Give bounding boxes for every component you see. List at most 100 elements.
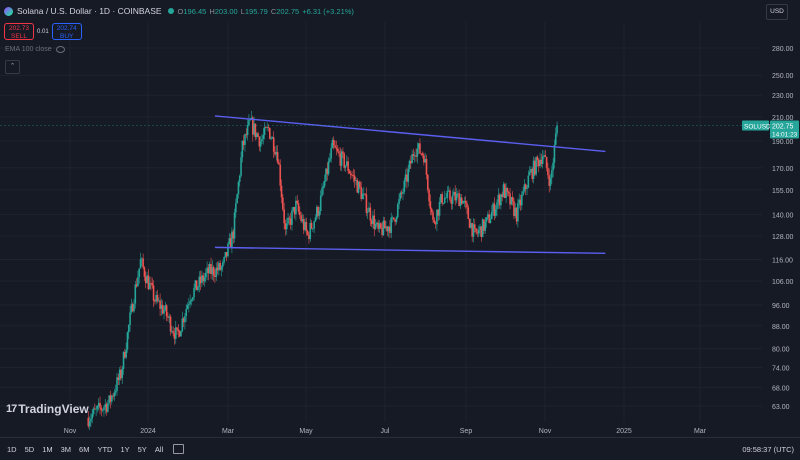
y-tick-label: 250.00: [772, 73, 794, 80]
candle-body: [376, 222, 378, 225]
candle-body: [191, 297, 194, 300]
candle-body: [505, 187, 507, 198]
candle-body: [489, 218, 492, 223]
price-tag-bg: [770, 120, 799, 139]
candle-body: [332, 140, 335, 146]
timeframe-button-1y[interactable]: 1Y: [120, 444, 130, 454]
candle-body: [274, 151, 276, 155]
candle-body: [225, 251, 228, 257]
chart-header: Solana / U.S. Dollar · 1D · COINBASE O19…: [0, 0, 357, 22]
buy-button[interactable]: 202.74 BUY: [51, 23, 82, 40]
candle-body: [122, 351, 125, 369]
indicator-label: EMA 100 close: [5, 46, 52, 53]
candle-body: [416, 148, 419, 157]
ohlc-value: 195.79: [244, 6, 268, 16]
timeframe-button-3m[interactable]: 3M: [60, 444, 72, 454]
candle-body: [176, 327, 178, 330]
grid: [0, 22, 762, 422]
timeframe-button-1m[interactable]: 1M: [42, 444, 53, 454]
currency-button[interactable]: USD: [766, 4, 788, 20]
candle-body: [467, 207, 470, 219]
candle-body: [295, 200, 297, 215]
timeframe-buttons: 1D 5D 1M 3M 6M YTD 1Y 5Y All: [7, 445, 163, 454]
candle-body: [233, 212, 236, 239]
candle-body: [258, 136, 261, 147]
candle-body: [363, 193, 365, 195]
ohlc-key: C: [270, 6, 277, 16]
candle-body: [252, 117, 254, 135]
candle-body: [429, 201, 432, 209]
candle-body: [394, 219, 396, 222]
candle-body: [396, 204, 399, 218]
candle-body: [199, 276, 202, 284]
candle-body: [528, 172, 531, 176]
x-tick-label: Jul: [381, 428, 390, 435]
candle-body: [278, 162, 280, 165]
sell-label: SELL: [11, 32, 27, 40]
candle-body: [174, 327, 177, 339]
sell-button[interactable]: 202.73 SELL: [4, 23, 34, 40]
candle-body: [480, 226, 483, 238]
candle-body: [265, 127, 267, 129]
candle-body: [283, 209, 285, 224]
candle-body: [526, 187, 528, 189]
candle-body: [541, 156, 544, 164]
timeframe-button-5y[interactable]: 5Y: [137, 444, 147, 454]
candle-body: [459, 197, 462, 207]
timeframe-button-1d[interactable]: 1D: [7, 444, 17, 454]
candle-body: [275, 152, 278, 155]
calendar-icon[interactable]: [173, 444, 185, 454]
candle-body: [441, 194, 443, 204]
candle-body: [124, 351, 126, 358]
candle-body: [266, 127, 268, 128]
candle-body: [438, 201, 441, 216]
timeframe-button-5d[interactable]: 5D: [24, 444, 35, 454]
candle-body: [202, 275, 204, 282]
candle-body: [100, 407, 103, 411]
candle-body: [348, 171, 351, 174]
candle-body: [361, 193, 364, 200]
candle-body: [521, 194, 523, 206]
candle-body: [383, 220, 386, 229]
candle-body: [116, 377, 118, 392]
candle-body: [201, 275, 203, 284]
candle-body: [462, 201, 464, 204]
candle-body: [366, 211, 369, 213]
timeframe-button-ytd[interactable]: YTD: [97, 444, 113, 454]
candle-body: [220, 266, 223, 270]
candle-body: [171, 331, 173, 333]
candle-body: [485, 217, 488, 222]
candle-body: [224, 251, 227, 258]
candle-body: [523, 184, 526, 192]
candle-body: [315, 206, 318, 218]
candle-body: [556, 125, 558, 134]
spread-value: 0.01: [37, 28, 49, 35]
candle-body: [250, 117, 253, 120]
time-axis[interactable]: Nov 2024 Mar May Jul Sep Nov 2025 Mar: [64, 428, 707, 435]
symbol-title[interactable]: Solana / U.S. Dollar · 1D · COINBASE: [17, 6, 162, 16]
candle-body: [549, 177, 552, 186]
clock-display[interactable]: 09:58:37 (UTC): [742, 444, 794, 454]
candle-body: [148, 282, 151, 290]
candle-body: [297, 203, 300, 212]
candle-body: [253, 123, 255, 135]
candle-body: [484, 221, 487, 231]
collapse-legend-button[interactable]: ⌃: [5, 60, 20, 74]
candle-body: [447, 190, 450, 192]
eye-icon[interactable]: [55, 46, 65, 53]
price-axis[interactable]: 63.00 68.00 74.00 80.00 88.00 96.00 106.00 116.…: [772, 46, 794, 411]
timeframe-button-all[interactable]: All: [154, 444, 164, 454]
candle-body: [208, 263, 211, 274]
candle-body: [494, 209, 497, 216]
indicator-legend[interactable]: EMA 100 close: [5, 46, 65, 53]
candle-body: [223, 257, 225, 263]
candle-body: [390, 217, 393, 233]
candle-body: [229, 238, 232, 248]
timeframe-button-6m[interactable]: 6M: [79, 444, 90, 454]
candle-body: [481, 219, 484, 238]
symbol-tag-bg: [742, 120, 769, 131]
candle-body: [244, 134, 246, 145]
market-status-icon[interactable]: [167, 8, 174, 14]
candle-body: [210, 263, 212, 275]
